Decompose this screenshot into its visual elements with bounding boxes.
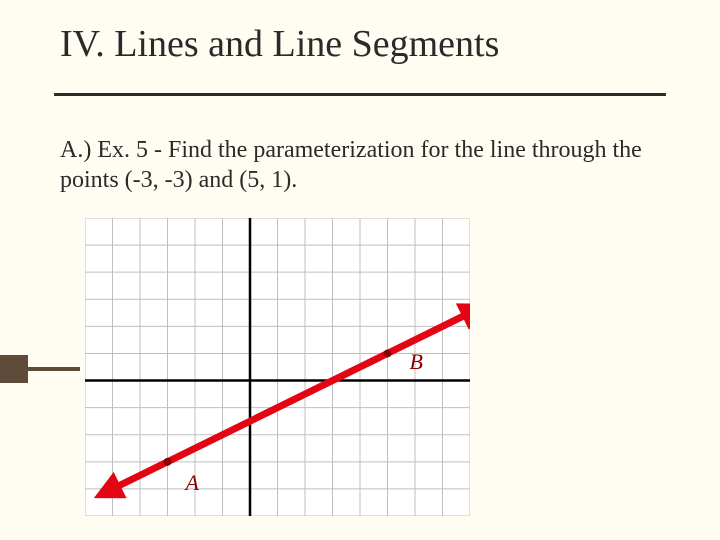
slide: IV. Lines and Line Segments A.) Ex. 5 - … [0, 0, 720, 540]
accent-line [28, 367, 80, 371]
body-text: A.) Ex. 5 - Find the parameterization fo… [60, 135, 660, 195]
coordinate-graph: A B [85, 218, 470, 516]
point-label-b: B [410, 349, 423, 375]
page-title: IV. Lines and Line Segments [60, 22, 499, 66]
accent-square [0, 355, 28, 383]
title-underline [54, 93, 666, 96]
point-label-a: A [186, 470, 199, 496]
